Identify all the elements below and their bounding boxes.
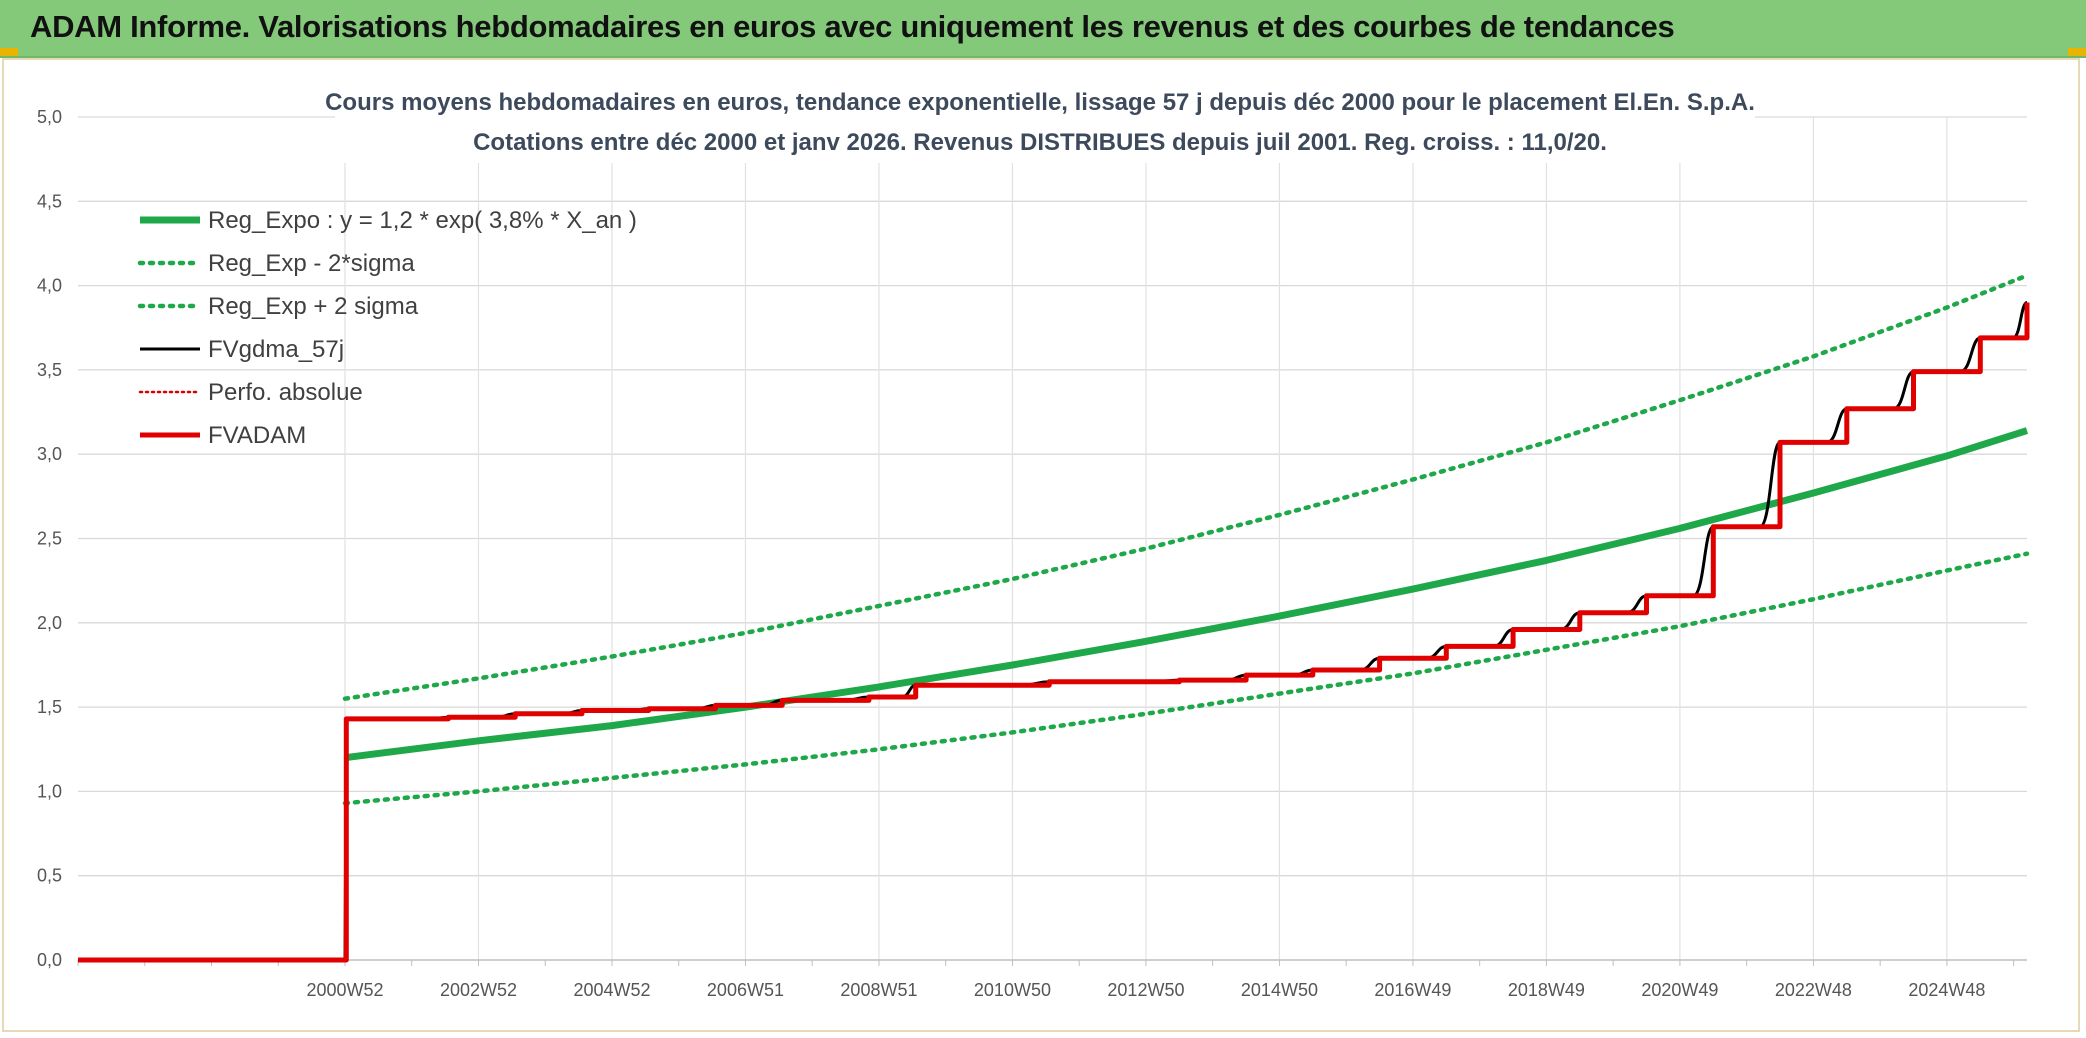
series-line-1: [342, 551, 2030, 806]
x-tick-label: 2002W52: [440, 980, 517, 1000]
x-tick-label: 2014W50: [1241, 980, 1318, 1000]
x-tick-label: 2006W51: [707, 980, 784, 1000]
y-tick-label: 0,5: [37, 866, 62, 886]
series-line-2: [342, 273, 2030, 701]
x-tick-label: 2010W50: [974, 980, 1051, 1000]
y-tick-label: 5,0: [37, 107, 62, 127]
y-tick-label: 2,0: [37, 613, 62, 633]
grid-layer: [78, 116, 2027, 960]
y-tick-label: 0,0: [37, 950, 62, 970]
y-tick-label: 3,5: [37, 360, 62, 380]
x-tick-label: 2000W52: [306, 980, 383, 1000]
legend-label: Perfo. absolue: [208, 379, 363, 406]
series-layer: [78, 273, 2030, 963]
x-tick-label: 2018W49: [1508, 980, 1585, 1000]
x-tick-label: 2020W49: [1641, 980, 1718, 1000]
x-tick-label: 2008W51: [840, 980, 917, 1000]
title-layer: Cours moyens hebdomadaires en euros, ten…: [325, 83, 1755, 163]
axis-layer: 0,0 0,5 1,0 1,5 2,0 2,5 3,0 3,5 4,0 4,5 5,0 2000W52…: [37, 107, 2027, 1000]
x-tick-label: 2024W48: [1908, 980, 1985, 1000]
y-tick-label: 1,5: [37, 697, 62, 717]
y-tick-label: 4,0: [37, 276, 62, 296]
corner-mark-right: [2068, 48, 2086, 56]
y-tick-label: 4,5: [37, 191, 62, 211]
legend-label: Reg_Exp + 2 sigma: [208, 293, 419, 320]
y-tick-label: 3,0: [37, 444, 62, 464]
series-line-0: [344, 427, 2029, 762]
x-tick-label: 2004W52: [573, 980, 650, 1000]
legend-label: FVADAM: [208, 422, 306, 449]
series-line-5: [78, 302, 2030, 963]
legend-label: Reg_Exp - 2*sigma: [208, 250, 415, 277]
chart-legend: Reg_Expo : y = 1,2 * exp( 3,8% * X_an ) R…: [137, 207, 637, 449]
corner-mark-left: [0, 48, 18, 56]
y-tick-label: 2,5: [37, 529, 62, 549]
chart-frame: [2, 58, 2080, 1032]
x-tick-label: 2022W48: [1775, 980, 1852, 1000]
x-tick-label: 2012W50: [1107, 980, 1184, 1000]
y-tick-label: 1,0: [37, 781, 62, 801]
legend-label: Reg_Expo : y = 1,2 * exp( 3,8% * X_an ): [208, 207, 637, 234]
report-banner: ADAM Informe. Valorisations hebdomadaire…: [0, 0, 2086, 58]
report-title: ADAM Informe. Valorisations hebdomadaire…: [30, 9, 1675, 44]
series-line-3: [78, 301, 2028, 962]
chart-title: Cours moyens hebdomadaires en euros, ten…: [325, 89, 1755, 116]
legend-label: FVgdma_57j: [208, 336, 344, 363]
chart-subtitle: Cotations entre déc 2000 et janv 2026. R…: [473, 129, 1607, 156]
x-tick-label: 2016W49: [1374, 980, 1451, 1000]
